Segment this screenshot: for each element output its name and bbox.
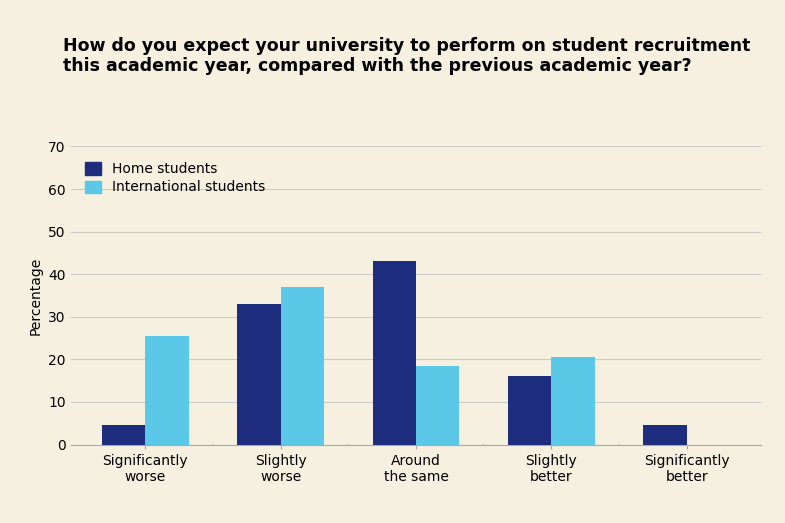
- Legend: Home students, International students: Home students, International students: [85, 162, 265, 195]
- Bar: [145, 336, 188, 445]
- Text: How do you expect your university to perform on student recruitment
this academi: How do you expect your university to per…: [63, 37, 750, 75]
- Bar: [281, 287, 324, 445]
- Y-axis label: Percentage: Percentage: [28, 256, 42, 335]
- Bar: [416, 366, 459, 445]
- Bar: [508, 377, 551, 445]
- Bar: [373, 262, 416, 445]
- Bar: [237, 304, 281, 445]
- Bar: [551, 357, 595, 445]
- Bar: [102, 425, 145, 445]
- Bar: [644, 425, 687, 445]
